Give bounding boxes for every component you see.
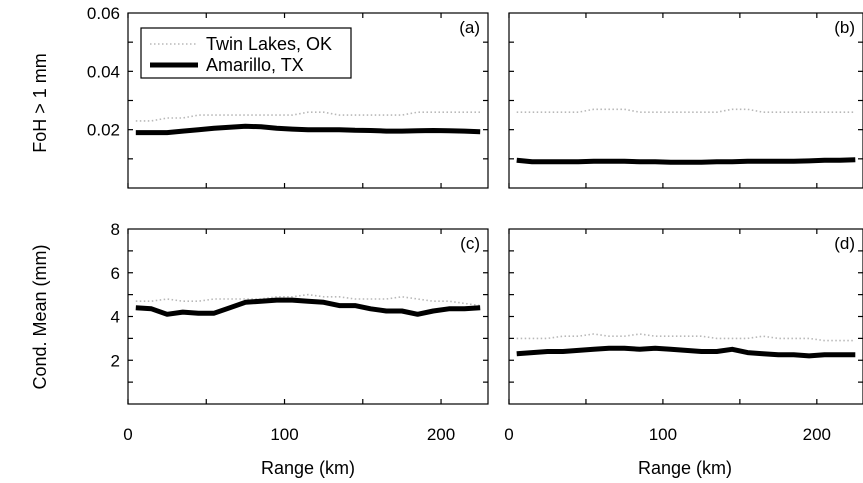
series-line-amarillo (516, 157, 856, 165)
x-tick-label: 100 (270, 425, 298, 444)
legend-box (140, 27, 352, 79)
x-tick-label: 0 (504, 425, 513, 444)
y-tick-label: 4 (111, 308, 120, 327)
series-line-twin-lakes (516, 333, 856, 342)
y-tick-label: 0.04 (87, 62, 120, 81)
legend: Twin Lakes, OK Amarillo, TX (140, 27, 352, 79)
panel-tag: (d) (834, 234, 855, 253)
series-line-amarillo (135, 297, 481, 317)
ylabel-top: FoH > 1 mm (30, 53, 50, 153)
series-line-amarillo (135, 123, 481, 136)
panels: 0.02 0.04 0.06 (a) (b) 2 4 6 8 0 100 200 (c) 0 100 200 (… (87, 4, 863, 444)
y-tick-label: 2 (111, 351, 120, 370)
col-titles: Range (km) Range (km) (261, 458, 732, 478)
x-tick-label: 200 (803, 425, 831, 444)
x-tick-label: 200 (427, 425, 455, 444)
series-line-twin-lakes (516, 108, 856, 113)
panel-b: (b) (508, 12, 863, 189)
panel-tag: (c) (460, 234, 480, 253)
legend-label-amarillo: Amarillo, TX (206, 55, 304, 75)
series-line-twin-lakes (135, 293, 481, 307)
row-titles: FoH > 1 mm Cond. Mean (mm) (30, 53, 50, 389)
y-tick-label: 8 (111, 220, 120, 239)
panel-tag: (a) (459, 18, 480, 37)
y-tick-label: 6 (111, 264, 120, 283)
series-line-amarillo (516, 345, 856, 359)
panel-c: 2 4 6 8 0 100 200 (c) (111, 220, 489, 444)
xlabel-right: Range (km) (638, 458, 732, 478)
legend-label-twin-lakes: Twin Lakes, OK (206, 34, 332, 54)
panel-frame (508, 228, 863, 405)
panel-a: 0.02 0.04 0.06 (a) (87, 4, 489, 189)
panel-tag: (b) (834, 18, 855, 37)
panel-d: 0 100 200 (d) (504, 228, 863, 444)
xlabel-left: Range (km) (261, 458, 355, 478)
y-tick-label: 0.06 (87, 4, 120, 23)
series-line-twin-lakes (135, 111, 481, 122)
y-tick-label: 0.02 (87, 121, 120, 140)
x-tick-label: 100 (649, 425, 677, 444)
ylabel-bottom: Cond. Mean (mm) (30, 244, 50, 389)
x-tick-label: 0 (123, 425, 132, 444)
panel-frame (127, 228, 489, 405)
